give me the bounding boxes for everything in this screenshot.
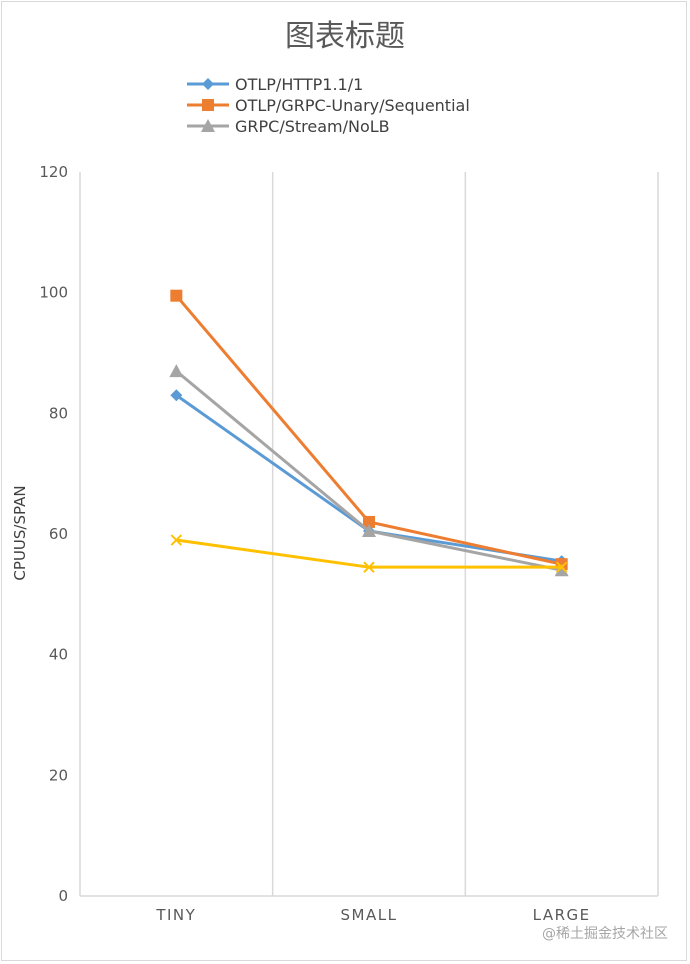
legend: OTLP/HTTP1.1/1 OTLP/GRPC-Unary/Sequential… [187, 75, 470, 136]
x-stroke [170, 534, 183, 546]
y-tick-label: 20 [49, 766, 68, 784]
x-category-label: LARGE [533, 906, 591, 924]
legend-label: OTLP/GRPC-Unary/Sequential [235, 96, 470, 115]
x-stroke [363, 561, 375, 573]
data-point [170, 289, 183, 302]
legend-item: GRPC/Stream/NoLB [187, 117, 390, 136]
series-layer [169, 289, 569, 577]
chart-title: 图表标题 [285, 19, 405, 54]
data-point [169, 364, 184, 378]
legend-marker [202, 78, 214, 90]
series-line [175, 369, 562, 572]
legend-item: OTLP/HTTP1.1/1 [187, 75, 363, 94]
legend-label: OTLP/HTTP1.1/1 [235, 75, 363, 94]
y-tick-label: 60 [49, 525, 68, 543]
data-point [170, 534, 183, 546]
x-stroke [555, 561, 568, 573]
y-tick-label: 40 [49, 646, 68, 664]
gridlines [79, 172, 659, 897]
series-4 [170, 534, 568, 573]
legend-marker [201, 119, 215, 132]
y-tick-label: 80 [49, 404, 68, 422]
data-point [554, 563, 569, 577]
series-3 [169, 364, 569, 577]
data-point [170, 389, 183, 402]
legend-label: GRPC/Stream/NoLB [235, 117, 390, 136]
x-category-label: TINY [155, 906, 196, 924]
data-point [555, 561, 568, 573]
y-tick-label: 120 [39, 163, 68, 181]
y-axis-label: CPUUS/SPAN [11, 485, 29, 580]
data-point [362, 523, 376, 537]
watermark: @稀土掘金技术社区 [542, 926, 668, 942]
data-point [363, 515, 375, 528]
legend-marker [202, 99, 214, 111]
y-axis-ticks: 0 20 40 60 80 100 120 [39, 163, 68, 905]
x-axis-categories: TINY SMALL LARGE [155, 906, 591, 924]
legend-item: OTLP/GRPC-Unary/Sequential [187, 96, 470, 115]
y-tick-label: 0 [58, 887, 68, 905]
x-category-label: SMALL [341, 906, 398, 924]
data-point [363, 561, 375, 573]
y-tick-label: 100 [39, 284, 68, 302]
